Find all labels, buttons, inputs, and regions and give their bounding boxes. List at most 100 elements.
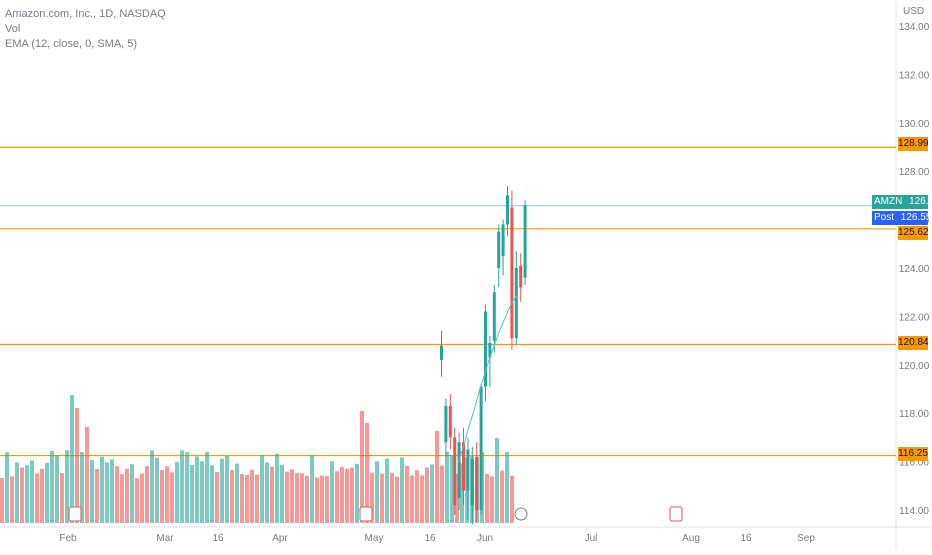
volume-bar <box>390 472 394 523</box>
volume-bar <box>210 465 214 523</box>
volume-bar <box>275 453 279 523</box>
level-tag-128-99[interactable]: 128.99 <box>898 137 929 151</box>
time-tick-label: 16 <box>212 533 224 544</box>
volume-bar <box>15 462 19 523</box>
candle-body[interactable] <box>484 311 487 387</box>
time-tick-label: Feb <box>59 533 77 544</box>
price-tick-label: 118.00 <box>899 409 929 420</box>
volume-bar <box>360 411 364 523</box>
volume-bar <box>500 470 504 523</box>
volume-bar <box>325 475 329 523</box>
currency-label: USD <box>903 6 925 17</box>
candle-body[interactable] <box>453 437 457 506</box>
earnings-marker-icon[interactable] <box>68 506 82 522</box>
volume-bar <box>40 468 44 523</box>
candle-body[interactable] <box>492 292 496 341</box>
price-tick-label: 122.00 <box>899 312 930 323</box>
volume-bar <box>365 423 369 523</box>
volume-bar <box>245 474 249 523</box>
time-tick-label: Mar <box>156 533 174 544</box>
earnings-marker-icon[interactable] <box>669 506 683 522</box>
price-tick-label: 134.00 <box>899 22 930 33</box>
volume-bar <box>160 470 164 523</box>
volume-bar <box>45 462 49 523</box>
volume-bar <box>420 475 424 523</box>
candle-body[interactable] <box>523 205 527 278</box>
volume-indicator-label[interactable]: Vol <box>5 23 21 35</box>
candle-body[interactable] <box>497 231 501 268</box>
candle-body[interactable] <box>501 224 505 256</box>
level-tag-125-62[interactable]: 125.62 <box>898 226 929 240</box>
time-tick-label: Apr <box>272 533 288 544</box>
volume-bar <box>125 468 129 523</box>
candle-body[interactable] <box>510 207 514 339</box>
volume-bar <box>235 463 239 523</box>
volume-bar <box>445 452 449 523</box>
candle-body[interactable] <box>475 456 479 510</box>
volume-bar <box>20 467 24 523</box>
ema-indicator-label[interactable]: EMA (12, close, 0, SMA, 5) <box>5 38 138 50</box>
candle-body[interactable] <box>519 265 523 288</box>
candle-body[interactable] <box>448 405 452 438</box>
volume-bar <box>205 451 209 523</box>
candle-body[interactable] <box>506 195 509 225</box>
volume-bar <box>55 455 59 523</box>
price-tick-label: 130.00 <box>899 119 930 130</box>
volume-bar <box>250 469 254 523</box>
volume-bar <box>315 477 319 523</box>
time-tick-label: 16 <box>424 533 436 544</box>
time-tick-label: 16 <box>740 533 752 544</box>
volume-bar <box>0 478 4 523</box>
candle-body[interactable] <box>514 268 518 339</box>
candle-body[interactable] <box>462 442 465 491</box>
level-tag-116-25[interactable]: 116.25 <box>898 447 928 461</box>
volume-bar <box>180 450 184 523</box>
volume-bar <box>65 450 69 523</box>
candle-body[interactable] <box>444 405 448 443</box>
volume-bar <box>85 427 89 523</box>
candle-body[interactable] <box>470 459 474 506</box>
volume-bar <box>490 476 494 523</box>
ema-line <box>457 295 517 463</box>
candle-body[interactable] <box>440 345 443 360</box>
price-tick-label: 114.00 <box>899 506 929 517</box>
volume-bar <box>280 464 284 523</box>
volume-bar <box>410 475 414 523</box>
volume-bar <box>350 467 354 523</box>
volume-bar <box>320 475 324 523</box>
level-tag-120-84[interactable]: 120.84 <box>898 336 929 350</box>
volume-bar <box>450 455 454 523</box>
volume-bar <box>265 462 269 523</box>
last-price-badge: AMZN 126.57 <box>872 195 932 209</box>
volume-bar <box>495 438 499 523</box>
volume-bar <box>120 474 124 523</box>
candle-body[interactable] <box>466 449 470 491</box>
earnings-marker-icon[interactable] <box>359 506 373 522</box>
volume-bar <box>340 467 344 523</box>
volume-bar <box>145 466 149 523</box>
volume-bar <box>130 464 134 523</box>
candle-body[interactable] <box>479 386 483 510</box>
volume-bar <box>300 473 304 523</box>
candle-body[interactable] <box>457 442 461 498</box>
volume-bar <box>30 460 34 523</box>
split-marker-icon[interactable] <box>514 507 528 521</box>
volume-bar <box>100 456 104 523</box>
volume-bar <box>395 476 399 523</box>
post-market-value: 126.55 <box>900 212 932 223</box>
volume-bar <box>215 471 219 523</box>
volume-bar <box>135 477 139 523</box>
volume-bar <box>330 461 334 523</box>
volume-bar <box>485 473 489 523</box>
symbol-title[interactable]: Amazon.com, Inc., 1D, NASDAQ <box>5 8 166 20</box>
volume-bar <box>510 475 514 523</box>
price-tick-label: 132.00 <box>899 70 930 81</box>
volume-bar <box>170 472 174 523</box>
volume-bar <box>80 452 84 523</box>
last-price-ticker: AMZN <box>874 196 903 207</box>
volume-bar <box>185 452 189 523</box>
volume-bar <box>305 475 309 523</box>
volume-bar <box>230 470 234 523</box>
candle-body[interactable] <box>488 343 492 358</box>
